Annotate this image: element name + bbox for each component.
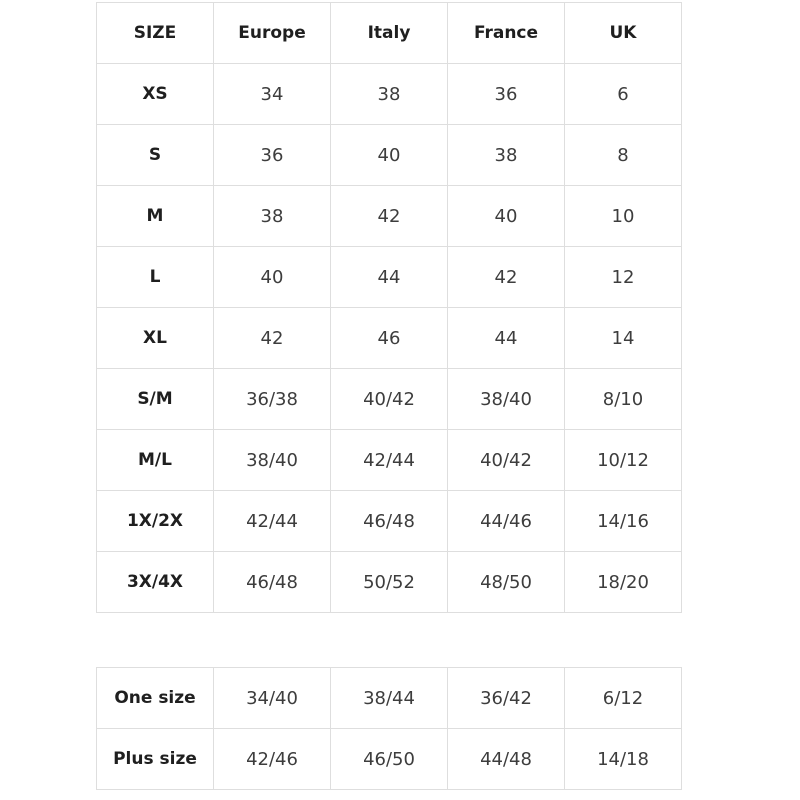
table-cell: 36/38 [213, 368, 331, 430]
row-label: 3X/4X [96, 551, 214, 613]
table-cell: 14/16 [564, 490, 682, 552]
row-label: 1X/2X [96, 490, 214, 552]
table-row: One size 34/40 38/44 36/42 6/12 [96, 667, 682, 729]
table-cell: 40/42 [330, 368, 448, 430]
table-cell: 34 [213, 63, 331, 125]
table-cell: 42 [330, 185, 448, 247]
table-row: S/M 36/38 40/42 38/40 8/10 [96, 368, 682, 430]
table-row: M 38 42 40 10 [96, 185, 682, 247]
size-conversion-table: SIZE Europe Italy France UK XS 34 38 36 6 S 36 40 38 8… [96, 2, 682, 613]
table-cell: 6/12 [564, 667, 682, 729]
table-row: L 40 44 42 12 [96, 246, 682, 308]
table-cell: 40 [213, 246, 331, 308]
table-cell: 44 [330, 246, 448, 308]
table-cell: 10 [564, 185, 682, 247]
table-cell: 14/18 [564, 728, 682, 790]
row-label: Plus size [96, 728, 214, 790]
table-cell: 12 [564, 246, 682, 308]
row-label: L [96, 246, 214, 308]
row-label: M [96, 185, 214, 247]
row-label: XS [96, 63, 214, 125]
table-row: S 36 40 38 8 [96, 124, 682, 186]
header-row: SIZE Europe Italy France UK [96, 2, 682, 64]
table-cell: 40 [447, 185, 565, 247]
row-label: S/M [96, 368, 214, 430]
table-cell: 50/52 [330, 551, 448, 613]
table-cell: 8 [564, 124, 682, 186]
table-row: Plus size 42/46 46/50 44/48 14/18 [96, 728, 682, 790]
column-header: SIZE [96, 2, 214, 64]
table-cell: 42/46 [213, 728, 331, 790]
row-label: One size [96, 667, 214, 729]
table-cell: 46/48 [213, 551, 331, 613]
column-header: France [447, 2, 565, 64]
row-label: S [96, 124, 214, 186]
table-cell: 46 [330, 307, 448, 369]
column-header: Italy [330, 2, 448, 64]
table-cell: 44 [447, 307, 565, 369]
table-row: M/L 38/40 42/44 40/42 10/12 [96, 429, 682, 491]
table-cell: 38/40 [213, 429, 331, 491]
table-cell: 46/50 [330, 728, 448, 790]
table-cell: 36/42 [447, 667, 565, 729]
row-label: M/L [96, 429, 214, 491]
table-cell: 42 [213, 307, 331, 369]
table-cell: 36 [213, 124, 331, 186]
column-header: UK [564, 2, 682, 64]
column-header: Europe [213, 2, 331, 64]
table-cell: 10/12 [564, 429, 682, 491]
table-cell: 48/50 [447, 551, 565, 613]
table-cell: 40 [330, 124, 448, 186]
one-plus-size-table: One size 34/40 38/44 36/42 6/12 Plus size 42/4… [96, 667, 682, 790]
table-cell: 34/40 [213, 667, 331, 729]
row-label: XL [96, 307, 214, 369]
table-cell: 14 [564, 307, 682, 369]
table-cell: 38/40 [447, 368, 565, 430]
table-cell: 36 [447, 63, 565, 125]
table-cell: 46/48 [330, 490, 448, 552]
table-cell: 44/46 [447, 490, 565, 552]
table-cell: 38/44 [330, 667, 448, 729]
table-cell: 18/20 [564, 551, 682, 613]
table-row: 3X/4X 46/48 50/52 48/50 18/20 [96, 551, 682, 613]
table-cell: 38 [330, 63, 448, 125]
table-cell: 38 [447, 124, 565, 186]
table-cell: 38 [213, 185, 331, 247]
table-cell: 8/10 [564, 368, 682, 430]
table-cell: 42/44 [330, 429, 448, 491]
table-cell: 6 [564, 63, 682, 125]
table-cell: 42 [447, 246, 565, 308]
table-row: 1X/2X 42/44 46/48 44/46 14/16 [96, 490, 682, 552]
table-cell: 44/48 [447, 728, 565, 790]
table-row: XS 34 38 36 6 [96, 63, 682, 125]
table-row: XL 42 46 44 14 [96, 307, 682, 369]
table-cell: 40/42 [447, 429, 565, 491]
table-cell: 42/44 [213, 490, 331, 552]
